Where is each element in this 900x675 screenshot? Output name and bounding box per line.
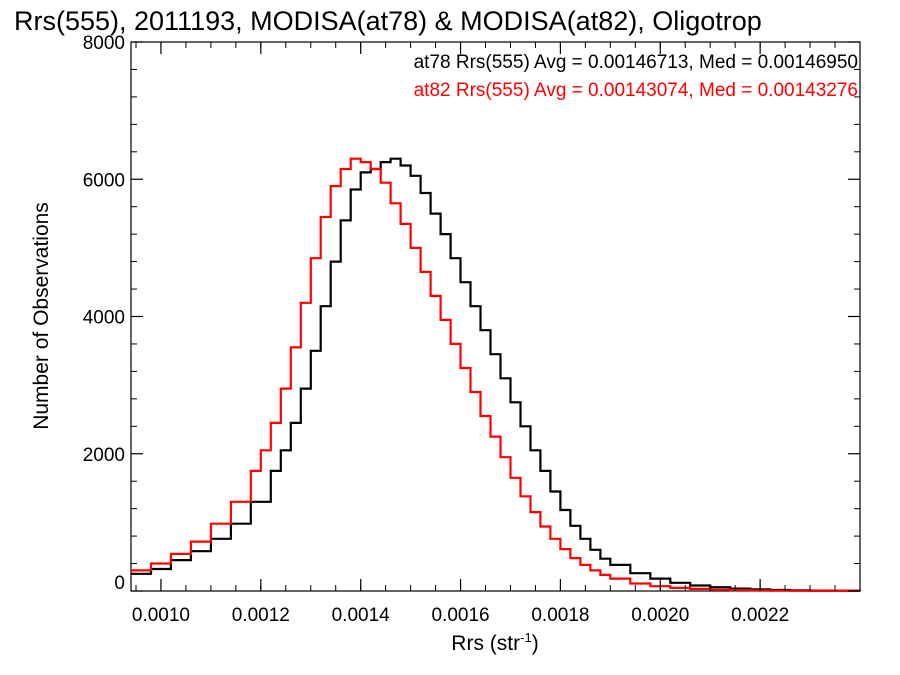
- x-axis-label-superscript: -1: [520, 630, 532, 645]
- y-tick-label: 0: [114, 573, 125, 594]
- y-axis-label: Number of Observations: [30, 202, 53, 430]
- y-axis-ticks: 0 2000 4000 6000 8000: [83, 33, 860, 594]
- x-tick-label: 0.0018: [531, 605, 589, 626]
- x-axis-label-close: ): [532, 632, 539, 655]
- y-tick-label: 2000: [83, 445, 125, 466]
- plot-frame: [130, 41, 861, 592]
- x-tick-label: 0.0010: [132, 605, 190, 626]
- x-tick-label: 0.0016: [431, 605, 489, 626]
- x-axis-label-main: Rrs (str: [451, 632, 520, 655]
- y-tick-label: 6000: [83, 170, 125, 191]
- series-at78-line: [131, 157, 862, 592]
- chart-title: Rrs(555), 2011193, MODISA(at78) & MODISA…: [14, 6, 762, 36]
- x-tick-label: 0.0014: [332, 605, 391, 626]
- x-tick-label: 0.0012: [232, 605, 290, 626]
- series-at82-line: [131, 157, 862, 592]
- legend-entry-at78: at78 Rrs(555) Avg = 0.00146713, Med = 0.…: [414, 52, 858, 73]
- x-tick-label: 0.0022: [731, 605, 789, 626]
- plot-border: [130, 41, 861, 592]
- series-layer: [131, 157, 862, 592]
- x-axis-label: Rrs (str-1): [451, 630, 538, 655]
- y-tick-label: 8000: [83, 33, 125, 54]
- x-axis-ticks: 0.0010 0.0012 0.0014 0.0016 0.0018 0.0020 0.00…: [132, 42, 861, 626]
- legend-entry-at82: at82 Rrs(555) Avg = 0.00143074, Med = 0.…: [414, 80, 858, 101]
- y-tick-label: 4000: [83, 308, 125, 329]
- x-tick-label: 0.0020: [631, 605, 689, 626]
